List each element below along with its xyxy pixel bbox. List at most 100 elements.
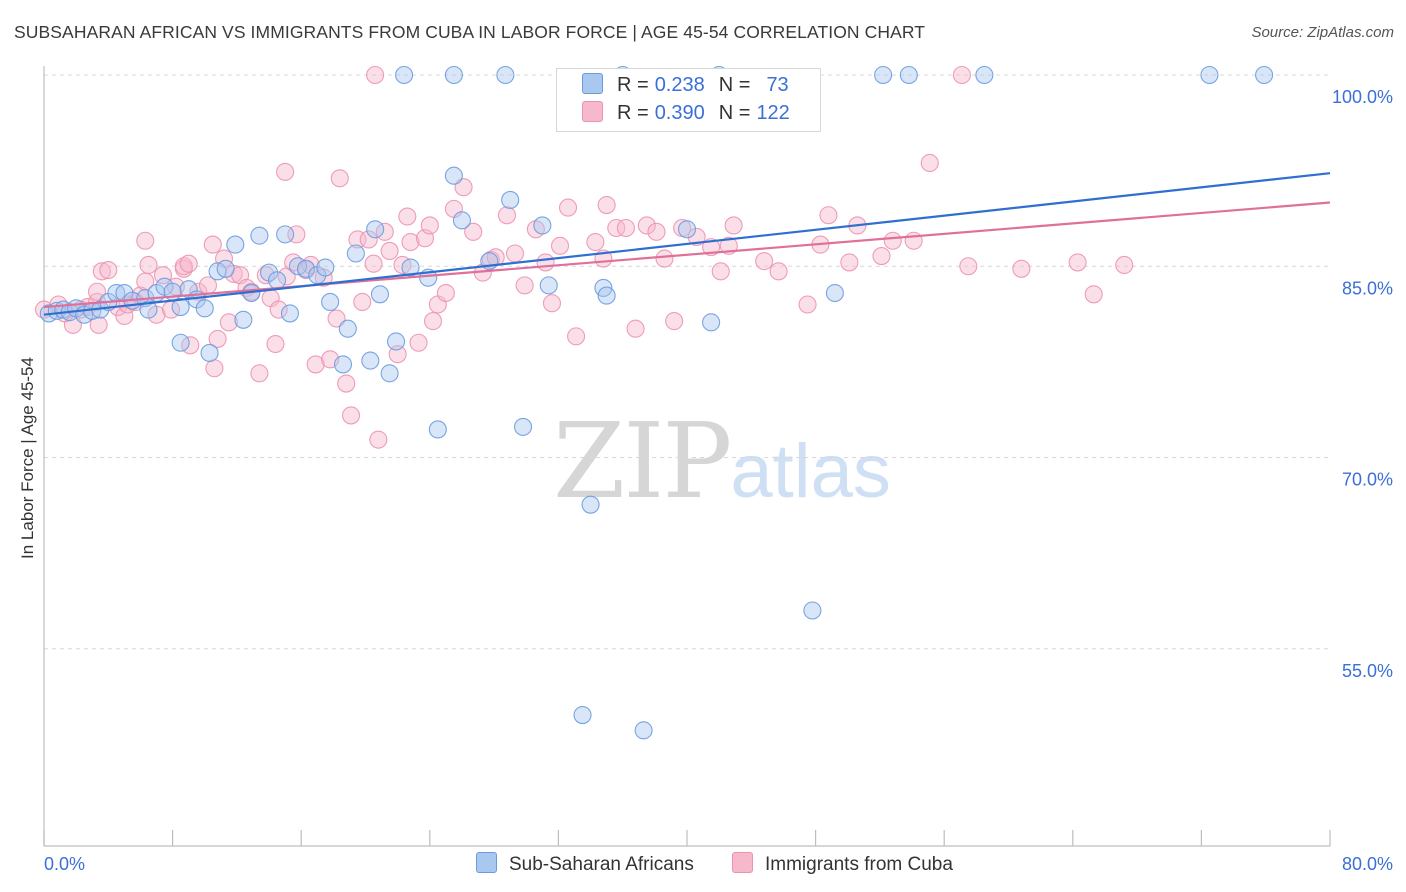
cuba-point <box>497 206 517 225</box>
cuba-point <box>219 313 238 332</box>
sub-saharan-point <box>428 420 447 439</box>
cuba-point <box>724 216 743 235</box>
legend-n-value: 73 <box>766 74 789 96</box>
cuba-point <box>464 222 483 241</box>
cuba-point <box>655 249 674 268</box>
sub-saharan-point <box>803 601 822 620</box>
sub-saharan-point <box>501 190 520 209</box>
cuba-point <box>87 282 107 301</box>
sub-saharan-point <box>276 225 295 244</box>
bottom-legend-swatch-blue <box>476 852 497 873</box>
sub-saharan-point <box>280 304 299 323</box>
axes <box>43 66 1331 847</box>
sub-saharan-point <box>573 705 592 725</box>
sub-saharan-point <box>338 319 357 338</box>
bottom-legend-swatch-pink <box>732 852 753 873</box>
x-tick-label: 0.0% <box>44 854 85 874</box>
cuba-point <box>558 198 578 217</box>
cuba-point <box>542 294 562 313</box>
sub-saharan-point <box>216 259 235 278</box>
cuba-point <box>616 218 635 238</box>
sub-saharan-point <box>452 211 472 230</box>
sub-saharan-point <box>581 495 600 514</box>
legend-n-value: 122 <box>756 102 790 124</box>
cuba-point <box>203 235 222 254</box>
cuba-point <box>1068 253 1087 272</box>
sub-saharan-point <box>702 313 721 332</box>
sub-saharan-point <box>874 65 893 85</box>
sub-saharan-point <box>268 271 287 290</box>
trend-lines <box>43 172 1331 316</box>
cuba-point <box>505 244 525 263</box>
x-tick-label: 80.0% <box>1342 854 1393 874</box>
cuba-point <box>711 262 730 281</box>
sub-saharan-point <box>296 259 316 278</box>
sub-saharan-point <box>171 333 190 352</box>
cuba-point <box>364 254 383 273</box>
legend-row-cuba: R = 0.390 N = 122 <box>582 101 790 127</box>
cuba-point <box>250 364 269 383</box>
cuba-point <box>256 266 275 285</box>
cuba-point <box>208 329 227 348</box>
series-sub-saharan-africans-points <box>39 65 1274 740</box>
cuba-point <box>687 227 706 246</box>
sub-saharan-point <box>975 65 994 85</box>
cuba-point <box>353 292 372 312</box>
sub-saharan-point <box>195 299 214 318</box>
trend-line-sub-saharan <box>43 172 1331 316</box>
legend-swatch-blue <box>582 73 603 94</box>
sub-saharan-point <box>171 297 190 317</box>
sub-saharan-point <box>634 721 653 740</box>
cuba-point <box>139 255 158 275</box>
cuba-point <box>607 218 626 238</box>
watermark-atlas: atlas <box>730 429 891 514</box>
sub-saharan-point <box>444 166 463 185</box>
cuba-point <box>92 262 111 281</box>
cuba-point <box>99 261 118 280</box>
y-tick-label: 55.0% <box>1342 661 1393 681</box>
cuba-point <box>179 254 198 273</box>
cuba-point <box>174 257 193 276</box>
cuba-point <box>597 196 616 215</box>
sub-saharan-point <box>597 286 616 305</box>
sub-saharan-point <box>899 65 918 85</box>
sub-saharan-point <box>1200 65 1219 85</box>
cuba-point <box>330 169 349 188</box>
sub-saharan-point <box>333 355 353 374</box>
legend-r-label: R = <box>617 74 649 96</box>
legend-r-value: 0.238 <box>654 74 705 96</box>
cuba-point <box>153 266 173 285</box>
bottom-legend-sub-saharan: Sub-Saharan Africans <box>476 852 694 876</box>
cuba-point <box>401 232 420 252</box>
cuba-point <box>115 306 134 326</box>
cuba-point <box>755 252 774 271</box>
cuba-point <box>366 65 385 85</box>
chart-source: Source: ZipAtlas.com <box>1251 24 1394 41</box>
sub-saharan-point <box>361 351 380 370</box>
series-immigrants-from-cuba-points <box>34 65 1134 449</box>
cuba-point <box>136 231 155 250</box>
stats-legend: R = 0.238 N = 73 R = 0.390 N = 122 <box>556 68 821 132</box>
cuba-point <box>269 300 288 319</box>
cuba-point <box>1084 285 1103 304</box>
bottom-legend-cuba: Immigrants from Cuba <box>732 852 953 876</box>
cuba-point <box>769 262 788 281</box>
cuba-point <box>536 253 555 272</box>
cuba-point <box>647 222 666 241</box>
cuba-point <box>380 241 399 260</box>
cuba-point <box>872 246 891 266</box>
cuba-point <box>205 359 224 378</box>
cuba-point <box>586 232 605 252</box>
cuba-point <box>276 162 295 181</box>
cuba-point <box>409 333 428 352</box>
tick-labels: 100.0% 85.0% 70.0% 55.0% 0.0% 80.0% <box>44 87 1393 874</box>
cuba-point <box>359 230 378 249</box>
cuba-point <box>883 231 902 250</box>
sub-saharan-point <box>139 300 158 319</box>
legend-n-label: N = <box>718 74 751 96</box>
sub-saharan-point <box>200 343 219 363</box>
sub-saharan-point <box>316 258 335 277</box>
sub-saharan-point <box>226 235 245 254</box>
cuba-point <box>398 207 417 226</box>
